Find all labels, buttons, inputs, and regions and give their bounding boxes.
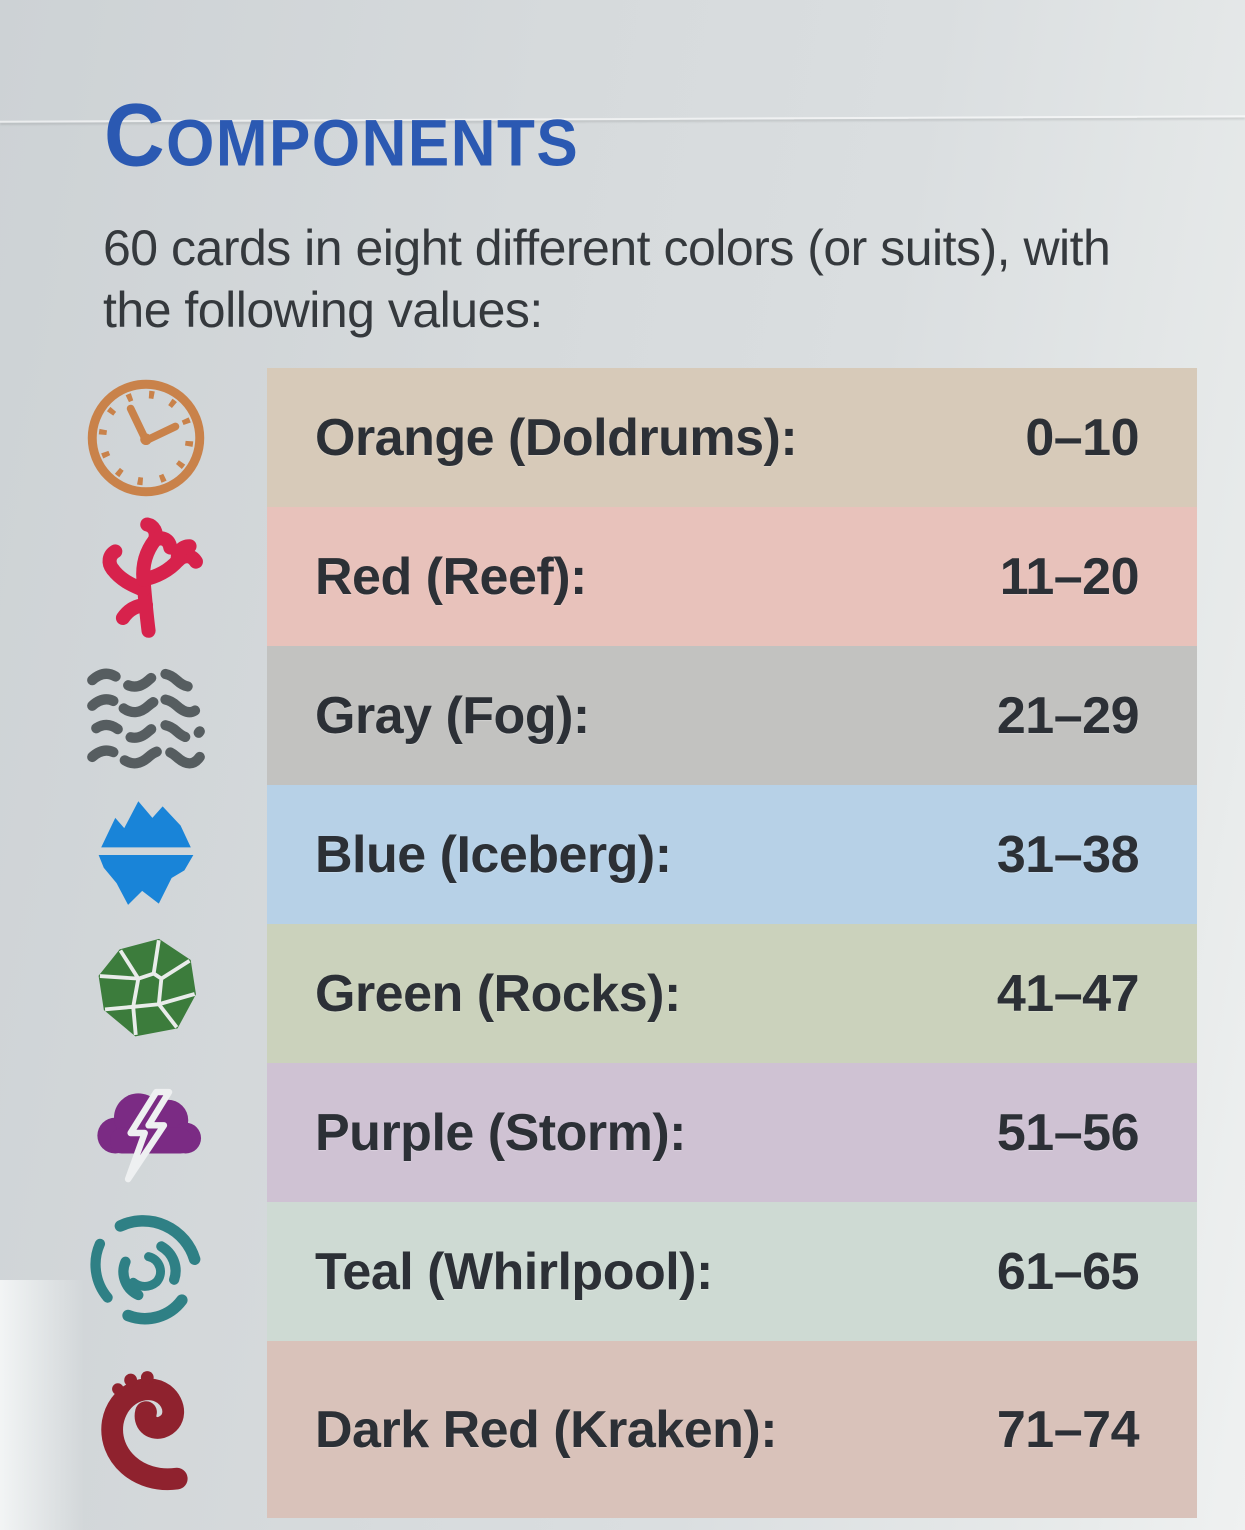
suit-band: Blue (Iceberg): 31–38 — [267, 785, 1197, 924]
suit-value-range: 61–65 — [996, 1242, 1140, 1301]
suit-band: Gray (Fog): 21–29 — [267, 646, 1197, 785]
components-table: Orange (Doldrums): 0–10 Red (Reef): 11–2… — [0, 368, 1245, 1518]
table-row: Red (Reef): 11–20 — [0, 507, 1245, 646]
table-row: Green (Rocks): 41–47 — [0, 924, 1245, 1063]
table-row: Orange (Doldrums): 0–10 — [0, 368, 1245, 507]
kraken-icon — [0, 1341, 267, 1518]
table-row: Gray (Fog): 21–29 — [0, 646, 1245, 785]
table-row: Blue (Iceberg): 31–38 — [0, 785, 1245, 924]
suit-label: Orange (Doldrums): — [315, 408, 798, 467]
suit-label: Gray (Fog): — [315, 686, 590, 745]
suit-label: Green (Rocks): — [315, 964, 681, 1023]
table-row: Teal (Whirlpool): 61–65 — [0, 1202, 1245, 1341]
suit-value-range: 41–47 — [996, 964, 1140, 1023]
suit-band: Orange (Doldrums): 0–10 — [267, 368, 1197, 507]
table-row: Purple (Storm): 51–56 — [0, 1063, 1245, 1202]
coral-icon — [0, 507, 267, 646]
suit-value-range: 51–56 — [996, 1103, 1140, 1162]
storm-icon — [0, 1063, 267, 1202]
suit-value-range: 11–20 — [999, 547, 1140, 606]
rock-icon — [0, 924, 267, 1063]
suit-band: Green (Rocks): 41–47 — [267, 924, 1197, 1063]
suit-label: Red (Reef): — [315, 547, 587, 606]
table-row: Dark Red (Kraken): 71–74 — [0, 1341, 1245, 1518]
page-title: COMPONENTS — [104, 84, 580, 184]
suit-value-range: 71–74 — [996, 1400, 1140, 1459]
suit-value-range: 21–29 — [996, 686, 1140, 745]
suit-band: Teal (Whirlpool): 61–65 — [267, 1202, 1197, 1341]
suit-label: Dark Red (Kraken): — [315, 1400, 778, 1459]
suit-label: Teal (Whirlpool): — [315, 1242, 713, 1301]
suit-label: Purple (Storm): — [315, 1103, 686, 1162]
suit-band: Dark Red (Kraken): 71–74 — [267, 1341, 1197, 1518]
whirlpool-icon — [0, 1202, 267, 1341]
intro-text: 60 cards in eight different colors (or s… — [103, 220, 1111, 338]
paper-edge-highlight — [0, 1280, 84, 1530]
suit-value-range: 31–38 — [996, 825, 1140, 884]
clock-icon — [0, 368, 267, 507]
iceberg-icon — [0, 785, 267, 924]
suit-band: Red (Reef): 11–20 — [267, 507, 1197, 646]
suit-label: Blue (Iceberg): — [315, 825, 672, 884]
suit-band: Purple (Storm): 51–56 — [267, 1063, 1197, 1202]
suit-value-range: 0–10 — [1025, 408, 1139, 467]
fog-icon — [0, 646, 267, 785]
